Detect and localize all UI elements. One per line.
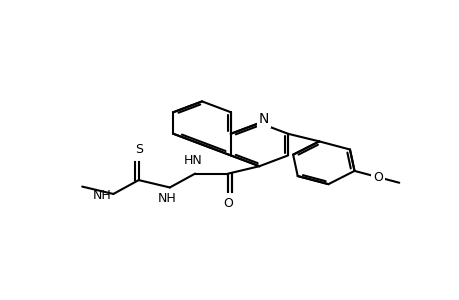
Text: O: O bbox=[372, 171, 382, 184]
Text: NH: NH bbox=[92, 189, 111, 202]
Text: HN: HN bbox=[183, 154, 202, 167]
Text: N: N bbox=[258, 112, 269, 126]
Text: S: S bbox=[134, 143, 142, 156]
Text: O: O bbox=[223, 197, 233, 210]
Text: NH: NH bbox=[158, 192, 177, 205]
